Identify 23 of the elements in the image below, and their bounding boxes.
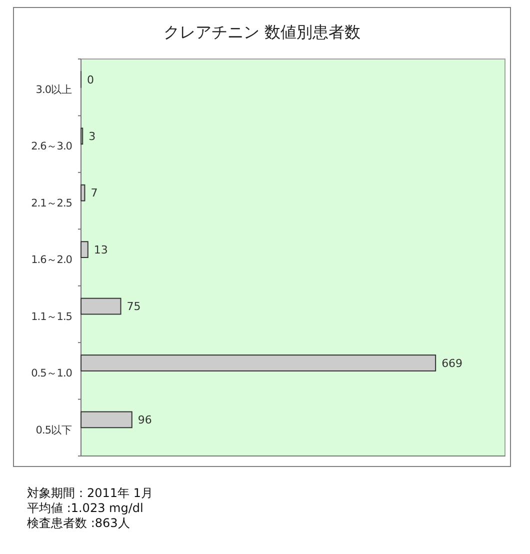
data-label: 13 bbox=[94, 243, 108, 256]
chart-title: クレアチニン 数値別患者数 bbox=[163, 22, 361, 42]
data-label: 669 bbox=[442, 356, 463, 370]
data-label: 0 bbox=[87, 73, 94, 86]
data-label: 96 bbox=[138, 414, 152, 427]
y-tick-label: 3.0以上 bbox=[36, 83, 72, 96]
text: 検査患者数 :863人 bbox=[27, 516, 130, 530]
bar bbox=[80, 298, 122, 315]
data-label: 75 bbox=[126, 300, 141, 314]
y-tick-label: 0.5以下 bbox=[36, 423, 72, 436]
bar bbox=[80, 184, 86, 202]
bar bbox=[80, 241, 88, 258]
data-label: 7 bbox=[90, 186, 98, 200]
y-tick-label: 2.1～2.5 bbox=[31, 197, 72, 210]
data-label: 3 bbox=[88, 130, 96, 143]
bar bbox=[80, 411, 132, 428]
bar bbox=[80, 354, 436, 372]
y-tick-label: 2.6～3.0 bbox=[31, 140, 72, 153]
y-tick-label: 1.6～2.0 bbox=[31, 254, 72, 266]
text: 平均値 :1.023 mg/dl bbox=[27, 501, 144, 515]
text: 対象期間：2011年 1月 bbox=[27, 486, 153, 500]
y-tick-label: 0.5～1.0 bbox=[31, 368, 72, 380]
y-tick-label: 1.1～1.5 bbox=[31, 310, 72, 323]
